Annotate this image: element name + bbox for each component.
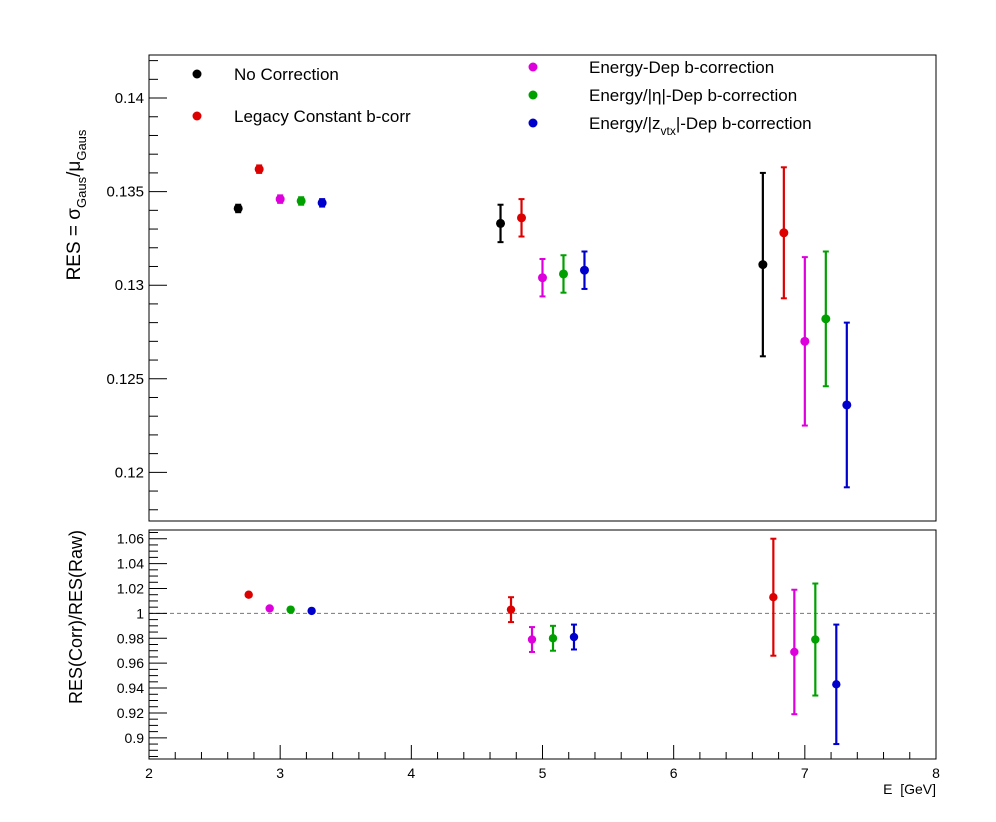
legend-label: No Correction — [234, 65, 339, 84]
series-energy-dep-b-correction — [286, 582, 820, 697]
x-tick-label: 2 — [145, 765, 153, 781]
data-point — [811, 635, 820, 644]
y-tick-label: 0.135 — [106, 184, 144, 201]
resolution-panel-frame — [148, 54, 937, 522]
ratio-y-axis-label: RES(Corr)/RES(Raw) — [66, 530, 86, 704]
ratio-y-tick-label: 1 — [136, 605, 144, 621]
data-point — [254, 164, 264, 174]
y-tick-label: 0.14 — [115, 90, 144, 107]
y-tick-label: 0.13 — [115, 277, 144, 294]
data-point — [538, 273, 547, 283]
legend-marker — [528, 62, 538, 72]
legend: No Correction Legacy Constant b-corr Energ… — [192, 58, 812, 138]
ratio-y-tick-label: 0.94 — [117, 680, 144, 696]
legend-marker — [528, 118, 538, 128]
ratio-y-tick-label: 1.04 — [117, 556, 144, 572]
x-axis-label: E [GeV] — [883, 781, 936, 797]
series-legacy-constant-b-corr — [244, 537, 778, 657]
x-tick-label: 6 — [670, 765, 678, 781]
ratio-panel-frame — [148, 529, 937, 760]
series-energy-z-vtx-dep-b-correction — [317, 198, 852, 489]
data-point — [496, 218, 506, 228]
data-point — [244, 590, 253, 599]
legend-marker — [528, 90, 538, 100]
data-point — [569, 632, 579, 642]
ratio-y-tick-label: 0.9 — [125, 730, 145, 746]
data-point — [558, 269, 568, 279]
data-point — [233, 203, 243, 213]
data-point — [800, 336, 810, 346]
data-point — [769, 593, 778, 602]
x-tick-label: 5 — [539, 765, 547, 781]
legend-label: Energy/|zvtx|-Dep b-correction — [589, 114, 812, 138]
ratio-y-tick-label: 0.96 — [117, 655, 144, 671]
x-tick-label: 3 — [276, 765, 284, 781]
ratio-y-tick-label: 0.92 — [117, 705, 144, 721]
series-legacy-constant-b-corr — [254, 164, 789, 300]
ratio-y-tick-label: 1.06 — [117, 531, 144, 547]
series-energy-dep-b-correction — [275, 194, 810, 427]
x-tick-label: 4 — [407, 765, 415, 781]
data-point — [821, 314, 831, 324]
data-point — [548, 634, 558, 643]
resolution-y-axis-label: RES = σGaus/μGaus — [64, 129, 89, 280]
data-point — [832, 680, 841, 689]
legend-label: Energy-Dep b-correction — [589, 58, 774, 77]
series-no-correction — [233, 171, 768, 358]
resolution-panel: 0.12 0.125 0.13 0.135 0.14 No Correction Lega… — [64, 54, 937, 522]
data-point — [286, 605, 295, 614]
ratio-y-tick-label: 0.98 — [117, 630, 144, 646]
series-energy-dep-b-correction — [296, 196, 831, 388]
legend-marker — [192, 69, 202, 79]
data-point — [790, 647, 799, 657]
data-point — [779, 228, 789, 238]
y-tick-label: 0.12 — [115, 464, 144, 481]
y-tick-label: 0.125 — [106, 371, 144, 388]
data-point — [842, 400, 852, 410]
data-point — [506, 605, 516, 614]
data-point — [579, 265, 589, 275]
resolution-data-points — [233, 164, 852, 489]
data-point — [307, 606, 316, 616]
ratio-axis-ticks: 0.9 0.92 0.94 0.96 0.98 1 1.02 1.04 1.06 2 3 4 5 6 7 8 — [117, 531, 940, 781]
data-point — [275, 194, 285, 204]
data-point — [296, 196, 306, 206]
x-tick-label: 7 — [801, 765, 809, 781]
data-point — [517, 213, 527, 223]
ratio-data-points — [244, 537, 841, 746]
series-energy-dep-b-correction — [265, 588, 799, 716]
data-point — [758, 260, 768, 270]
data-point — [527, 635, 537, 644]
data-point — [317, 198, 327, 208]
series-energy-z-vtx-dep-b-correction — [307, 606, 841, 746]
legend-label: Energy/|η|-Dep b-correction — [589, 86, 797, 105]
x-tick-label: 8 — [932, 765, 940, 781]
data-point — [265, 604, 274, 613]
legend-marker — [192, 111, 202, 121]
resolution-y-axis-ticks: 0.12 0.125 0.13 0.135 0.14 — [106, 60, 167, 511]
legend-label: Legacy Constant b-corr — [234, 107, 411, 126]
ratio-y-tick-label: 1.02 — [117, 580, 144, 596]
